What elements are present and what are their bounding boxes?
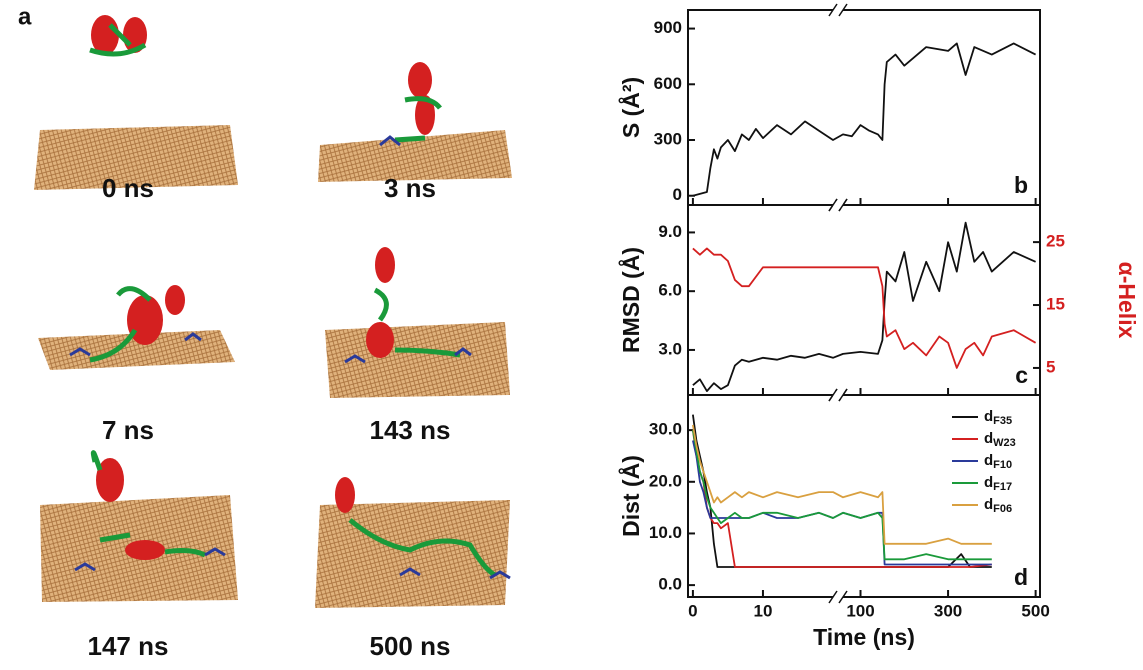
protein bbox=[74, 450, 226, 572]
y-tick-label: 0 bbox=[673, 185, 682, 204]
x-tick-label: 10 bbox=[753, 601, 772, 620]
x-tick-label: 100 bbox=[846, 601, 874, 620]
series-line bbox=[692, 414, 992, 568]
axis-break bbox=[833, 391, 843, 399]
y-tick-label: 0.0 bbox=[658, 575, 682, 594]
x-axis-label: Time (ns) bbox=[813, 624, 915, 650]
legend-label: dF17 bbox=[984, 474, 1012, 493]
series-line bbox=[692, 429, 992, 561]
panel-label: c bbox=[1015, 362, 1028, 388]
y-axis-label: Dist (Å) bbox=[617, 455, 644, 537]
protein bbox=[89, 15, 147, 57]
snapshots: 0 ns 3 ns 7 ns 143 ns 147 ns 500 ns bbox=[34, 15, 512, 661]
legend-label: dF10 bbox=[984, 452, 1012, 471]
y-tick-label: 9.0 bbox=[658, 222, 682, 241]
y-axis-label: RMSD (Å) bbox=[617, 247, 644, 353]
y-axis-label: S (Å²) bbox=[617, 77, 644, 138]
axis-break bbox=[833, 593, 843, 601]
axis-break bbox=[833, 201, 843, 209]
x-tick-label: 300 bbox=[934, 601, 962, 620]
plot-frame bbox=[687, 9, 1041, 206]
protein bbox=[344, 247, 472, 364]
y-tick-label: 6.0 bbox=[658, 281, 682, 300]
series-line bbox=[692, 42, 1037, 197]
y-tick-label: 3.0 bbox=[658, 339, 682, 358]
x-tick-label: 0 bbox=[688, 601, 697, 620]
y-tick-label: 30.0 bbox=[649, 420, 682, 439]
axis-break bbox=[828, 388, 848, 402]
snapshot-label: 0 ns bbox=[102, 173, 154, 203]
y2-axis-label: α-Helix bbox=[1114, 262, 1140, 339]
series-line bbox=[692, 221, 1036, 392]
surface bbox=[34, 125, 238, 190]
panel-label: d bbox=[1014, 564, 1028, 590]
snapshot-label: 7 ns bbox=[102, 415, 154, 445]
surface bbox=[315, 500, 510, 608]
y2-tick-label: 25 bbox=[1046, 232, 1065, 251]
series-line bbox=[692, 440, 992, 566]
snapshot-label: 143 ns bbox=[370, 415, 451, 445]
protein bbox=[69, 285, 202, 363]
plot-frame bbox=[687, 394, 1041, 598]
series-line bbox=[692, 429, 992, 568]
axis-break bbox=[828, 3, 848, 17]
y-tick-label: 600 bbox=[654, 74, 682, 93]
y-tick-label: 20.0 bbox=[649, 471, 682, 490]
y2-tick-label: 5 bbox=[1046, 357, 1055, 376]
axis-break bbox=[828, 590, 848, 604]
panel-label: b bbox=[1014, 172, 1028, 198]
series-line bbox=[692, 247, 1037, 369]
axis-break bbox=[833, 6, 843, 14]
snapshot-label: 500 ns bbox=[370, 631, 451, 661]
figure-label: a bbox=[18, 3, 32, 30]
legend-label: dF35 bbox=[984, 408, 1012, 427]
axis-break bbox=[828, 198, 848, 212]
snapshot-label: 147 ns bbox=[88, 631, 169, 661]
series-line bbox=[692, 424, 992, 545]
legend-label: dW23 bbox=[984, 430, 1016, 449]
y-tick-label: 10.0 bbox=[649, 523, 682, 542]
surface bbox=[318, 130, 512, 182]
plot-frame bbox=[687, 204, 1041, 396]
surface bbox=[325, 322, 510, 398]
snapshot-label: 3 ns bbox=[384, 173, 436, 203]
y-tick-label: 900 bbox=[654, 18, 682, 37]
protein bbox=[379, 62, 442, 147]
y-tick-label: 300 bbox=[654, 129, 682, 148]
protein bbox=[335, 477, 511, 580]
legend-label: dF06 bbox=[984, 496, 1012, 515]
x-tick-label: 500 bbox=[1021, 601, 1049, 620]
y2-tick-label: 15 bbox=[1046, 295, 1065, 314]
